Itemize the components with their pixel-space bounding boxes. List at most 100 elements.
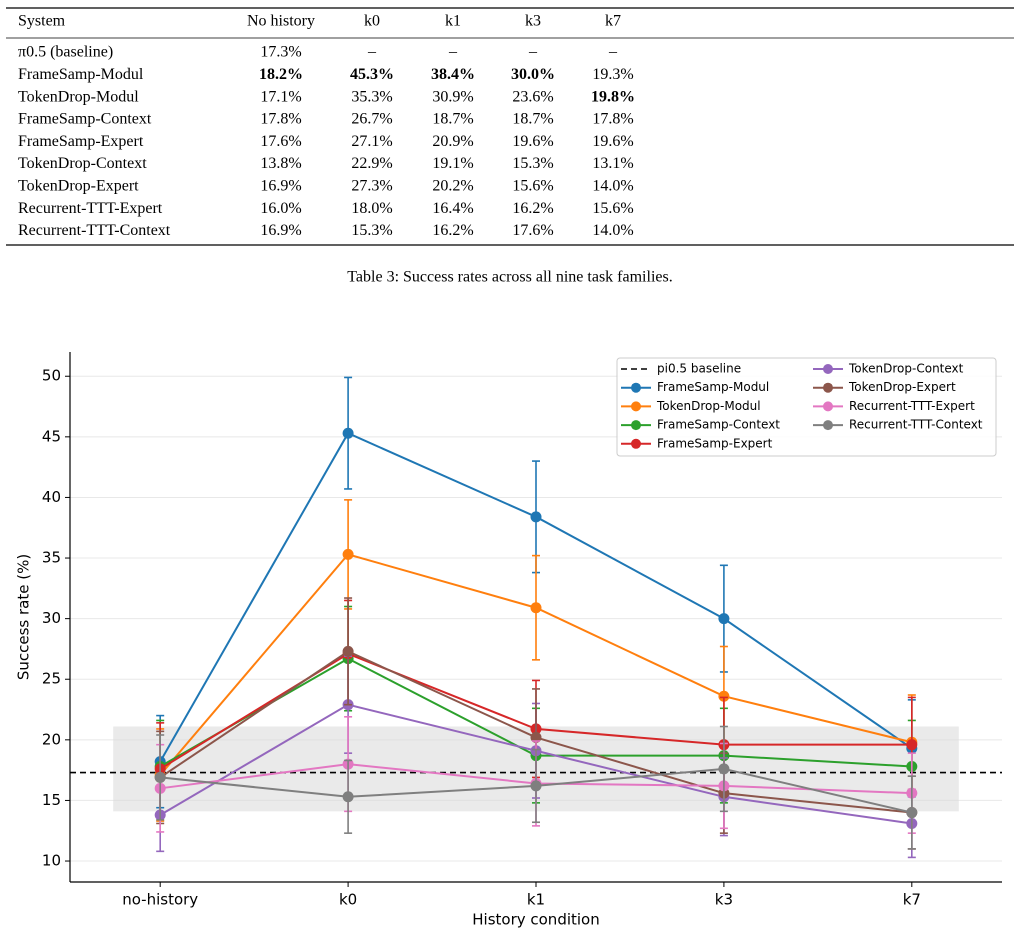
table-cell: 15.6% (592, 200, 633, 217)
legend-handle (631, 438, 641, 449)
marker (718, 690, 730, 702)
x-tick-label: k0 (339, 891, 357, 909)
table-header: k7 (605, 13, 621, 30)
table-cell: FrameSamp-Modul (18, 66, 144, 83)
y-tick-label: 20 (42, 730, 61, 748)
y-tick-label: 30 (42, 609, 61, 627)
marker (718, 613, 730, 625)
table-cell: 14.0% (592, 222, 633, 239)
table-cell: 13.8% (260, 155, 301, 172)
x-tick-label: no-history (122, 891, 198, 909)
marker (342, 548, 354, 560)
legend-handle (631, 382, 641, 393)
y-axis-label: Success rate (%) (15, 554, 33, 680)
table-cell: – (448, 44, 458, 61)
table-cell: π0.5 (baseline) (18, 44, 113, 61)
y-tick-label: 40 (42, 488, 61, 506)
legend-handle (823, 420, 833, 431)
legend-label: FrameSamp-Expert (657, 436, 773, 450)
table-cell: TokenDrop-Context (18, 155, 147, 172)
y-tick-label: 35 (42, 549, 61, 567)
table-header: No history (247, 13, 315, 30)
x-tick-label: k1 (527, 891, 545, 909)
table-cell: 15.3% (351, 222, 392, 239)
table-cell: 16.2% (432, 222, 473, 239)
table-cell: 18.2% (259, 66, 303, 83)
table-cell: 19.3% (592, 66, 633, 83)
table-header: System (18, 13, 66, 30)
legend-label: FrameSamp-Context (657, 418, 780, 432)
table-cell: 19.8% (591, 88, 635, 105)
table-header: k1 (445, 13, 461, 30)
table-cell: 18.7% (432, 111, 473, 128)
table-cell: 19.1% (432, 155, 473, 172)
y-tick-label: 25 (42, 670, 61, 688)
table-cell: 20.9% (432, 133, 473, 150)
legend-handle (823, 382, 833, 393)
x-tick-label: k3 (715, 891, 733, 909)
marker (530, 731, 542, 743)
table-cell: FrameSamp-Context (18, 111, 152, 128)
table-cell: 45.3% (350, 66, 394, 83)
table-header: k0 (364, 13, 380, 30)
table-cell: 26.7% (351, 111, 392, 128)
table-cell: 15.3% (512, 155, 553, 172)
table-cell: – (367, 44, 377, 61)
table-cell: 27.3% (351, 177, 392, 194)
x-tick-label: k7 (903, 891, 921, 909)
marker (154, 771, 166, 783)
marker (342, 645, 354, 657)
table-cell: 16.4% (432, 200, 473, 217)
marker (718, 763, 730, 775)
table-cell: 38.4% (431, 66, 475, 83)
table-cell: TokenDrop-Modul (18, 88, 139, 105)
table-cell: 17.6% (260, 133, 301, 150)
table-cell: Recurrent-TTT-Expert (18, 200, 163, 217)
legend-label: TokenDrop-Context (848, 362, 964, 376)
marker (530, 511, 542, 523)
marker (530, 602, 542, 614)
marker (906, 739, 918, 751)
legend-label: pi0.5 baseline (657, 362, 741, 376)
legend-handle (823, 401, 833, 412)
table-cell: TokenDrop-Expert (18, 177, 139, 194)
legend-label: Recurrent-TTT-Expert (849, 399, 975, 413)
marker (530, 780, 542, 792)
table-cell: 13.1% (592, 155, 633, 172)
table-cell: 17.6% (512, 222, 553, 239)
legend-handle (631, 401, 641, 412)
table-cell: 35.3% (351, 88, 392, 105)
x-axis-label: History condition (472, 911, 600, 929)
table-cell: 18.7% (512, 111, 553, 128)
table-header: k3 (525, 13, 541, 30)
marker (906, 807, 918, 819)
y-tick-label: 10 (42, 852, 61, 870)
table-cell: 16.9% (260, 222, 301, 239)
y-tick-label: 45 (42, 427, 61, 445)
table-cell: Recurrent-TTT-Context (18, 222, 171, 239)
y-tick-label: 50 (42, 367, 61, 385)
table-cell: – (528, 44, 538, 61)
legend-handle (823, 364, 833, 374)
table-cell: 17.3% (260, 44, 301, 61)
table-cell: 19.6% (592, 133, 633, 150)
table-cell: 16.9% (260, 177, 301, 194)
table-cell: 17.8% (260, 111, 301, 128)
table-cell: 17.1% (260, 88, 301, 105)
table-cell: 16.2% (512, 200, 553, 217)
table-caption: Table 3: Success rates across all nine t… (347, 269, 672, 286)
table-cell: 30.0% (511, 66, 555, 83)
legend-label: Recurrent-TTT-Context (849, 418, 983, 432)
legend-box (616, 357, 997, 457)
legend-label: FrameSamp-Modul (657, 380, 769, 394)
marker (342, 791, 354, 803)
legend-label: TokenDrop-Expert (848, 380, 956, 394)
table-cell: 30.9% (432, 88, 473, 105)
table-cell: 23.6% (512, 88, 553, 105)
table-cell: 27.1% (351, 133, 392, 150)
table-cell: 17.8% (592, 111, 633, 128)
table-cell: 15.6% (512, 177, 553, 194)
table-cell: 22.9% (351, 155, 392, 172)
legend-handle (631, 420, 641, 431)
